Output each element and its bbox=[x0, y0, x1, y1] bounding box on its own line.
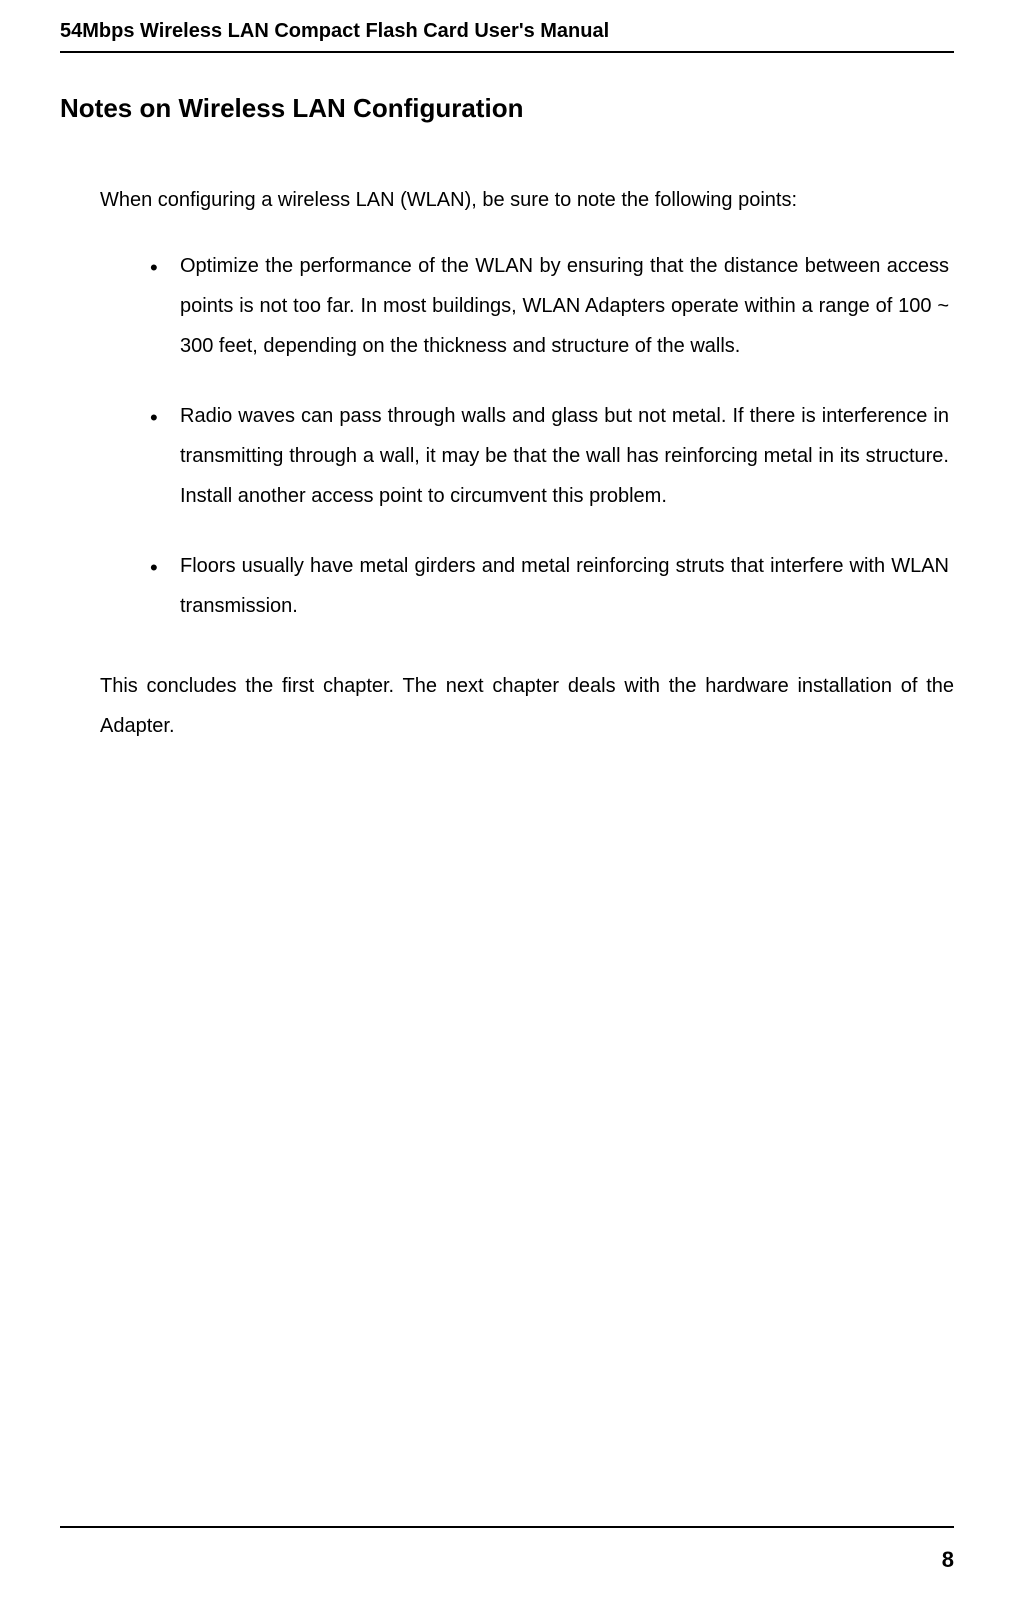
list-item: Floors usually have metal girders and me… bbox=[150, 546, 949, 626]
list-item: Radio waves can pass through walls and g… bbox=[150, 396, 949, 516]
bullet-list: Optimize the performance of the WLAN by … bbox=[150, 246, 949, 626]
document-header-title: 54Mbps Wireless LAN Compact Flash Card U… bbox=[60, 0, 954, 51]
conclusion-paragraph: This concludes the first chapter. The ne… bbox=[100, 666, 954, 746]
page-number: 8 bbox=[942, 1547, 954, 1573]
section-heading: Notes on Wireless LAN Configuration bbox=[60, 93, 954, 124]
footer-divider bbox=[60, 1526, 954, 1528]
intro-paragraph: When configuring a wireless LAN (WLAN), … bbox=[100, 184, 954, 216]
header-divider bbox=[60, 51, 954, 53]
list-item: Optimize the performance of the WLAN by … bbox=[150, 246, 949, 366]
